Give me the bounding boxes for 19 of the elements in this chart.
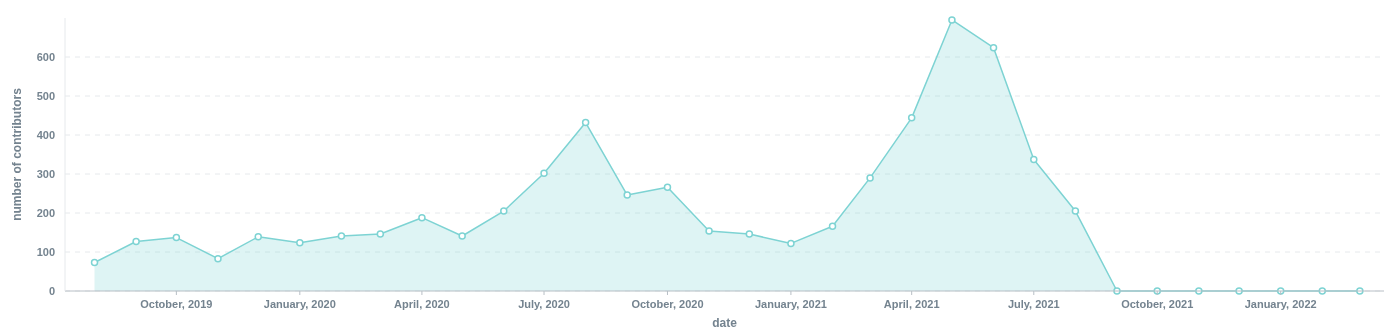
x-tick-label: April, 2021: [883, 298, 940, 310]
x-tick-label: January, 2022: [1244, 298, 1317, 310]
x-tick-label: January, 2021: [754, 298, 827, 310]
x-tick-label: January, 2020: [263, 298, 336, 310]
x-tick-label: April, 2020: [394, 298, 450, 310]
x-axis-title: date: [712, 316, 738, 330]
y-tick-label: 400: [36, 129, 55, 141]
x-tick-label: October, 2019: [140, 298, 213, 310]
y-tick-label: 200: [36, 207, 55, 219]
y-axis-title: number of contributors: [10, 87, 24, 221]
x-tick-label: July, 2021: [1007, 298, 1060, 310]
x-tick-label: October, 2020: [631, 298, 704, 310]
y-tick-label: 600: [36, 51, 55, 63]
y-tick-label: 0: [48, 285, 55, 297]
y-tick-label: 500: [36, 90, 55, 102]
y-tick-label: 100: [36, 246, 55, 258]
x-tick-label: July, 2020: [518, 298, 570, 310]
y-tick-label: 300: [36, 168, 55, 180]
x-tick-label: October, 2021: [1121, 298, 1194, 310]
